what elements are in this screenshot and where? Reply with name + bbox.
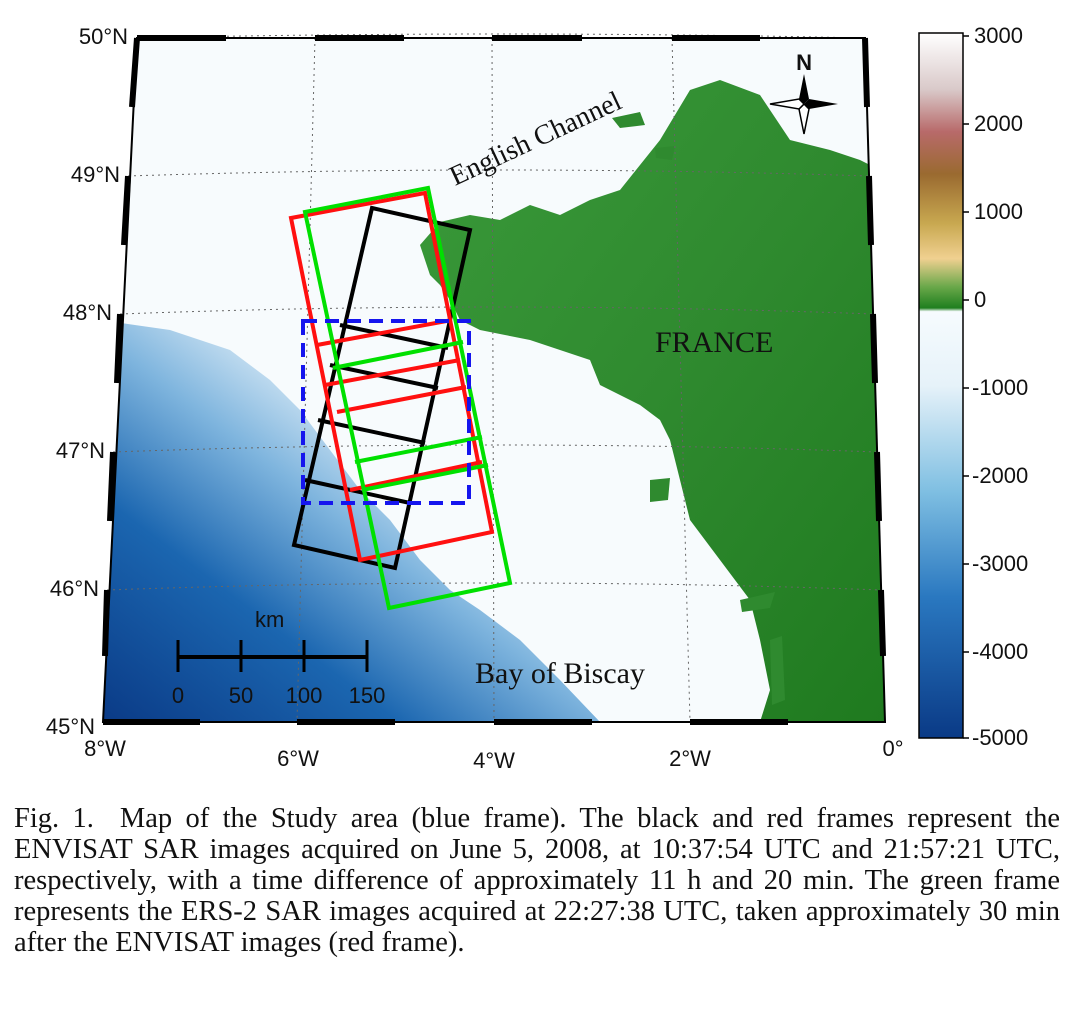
deep-sea-region xyxy=(103,320,600,722)
lon-label: 6°W xyxy=(277,746,319,771)
lon-label: 4°W xyxy=(473,748,515,773)
lat-label: 45°N xyxy=(46,714,95,739)
graticule xyxy=(106,33,882,723)
colorbar-label: 0 xyxy=(974,287,986,312)
colorbar-label: 3000 xyxy=(974,23,1023,48)
figure-caption-text: Map of the Study area (blue frame). The … xyxy=(14,803,1060,958)
colorbar-label: -4000 xyxy=(972,639,1028,664)
compass-rose-icon: N xyxy=(769,50,838,135)
study-area-map: km 0 50 100 150 N English Channel FRANCE… xyxy=(46,23,1028,773)
figure-caption: Fig. 1. Map of the Study area (blue frame… xyxy=(14,803,1060,958)
lat-label: 48°N xyxy=(63,300,112,325)
scale-unit-label: km xyxy=(255,607,284,632)
atlantic-island-ile-de-re xyxy=(740,592,775,612)
north-arrow-label: N xyxy=(796,50,812,75)
scale-tick-label: 50 xyxy=(229,683,253,708)
colorbar-label: -5000 xyxy=(972,725,1028,750)
france-label: FRANCE xyxy=(655,326,773,359)
france-landmass xyxy=(420,80,885,722)
red-frame-envisat-2157 xyxy=(288,190,495,563)
atlantic-island-oleron xyxy=(770,636,785,705)
bay-of-biscay-label: Bay of Biscay xyxy=(475,657,645,690)
map-body xyxy=(103,38,885,722)
lat-label: 46°N xyxy=(50,576,99,601)
channel-island-small xyxy=(655,146,675,160)
scale-tick-label: 150 xyxy=(349,683,386,708)
scale-tick-label: 0 xyxy=(172,683,184,708)
lat-label: 50°N xyxy=(79,24,128,49)
black-frame-envisat-1037 xyxy=(291,205,473,571)
colorbar-label: -1000 xyxy=(972,375,1028,400)
lon-label: 0° xyxy=(882,736,903,761)
colorbar-label: 1000 xyxy=(974,199,1023,224)
colorbar-label: 2000 xyxy=(974,111,1023,136)
scale-tick-label: 100 xyxy=(286,683,323,708)
blue-frame-study-area xyxy=(301,319,471,505)
channel-island xyxy=(612,112,645,128)
colorbar-label: -2000 xyxy=(972,463,1028,488)
sar-frames xyxy=(288,185,513,611)
lon-label: 2°W xyxy=(669,746,711,771)
atlantic-island xyxy=(650,478,670,502)
green-frame-ers2-2227 xyxy=(302,185,513,611)
map-frame xyxy=(101,35,887,725)
colorbar-label: -3000 xyxy=(972,551,1028,576)
lon-label: 8°W xyxy=(84,736,126,761)
lat-label: 49°N xyxy=(71,162,120,187)
lat-label: 47°N xyxy=(56,438,105,463)
scale-bar: km 0 50 100 150 xyxy=(172,607,385,708)
elevation-colorbar: 3000 2000 1000 0 -1000 -2000 -3000 -4000… xyxy=(918,23,1028,750)
figure-label: Fig. 1. xyxy=(14,803,94,834)
